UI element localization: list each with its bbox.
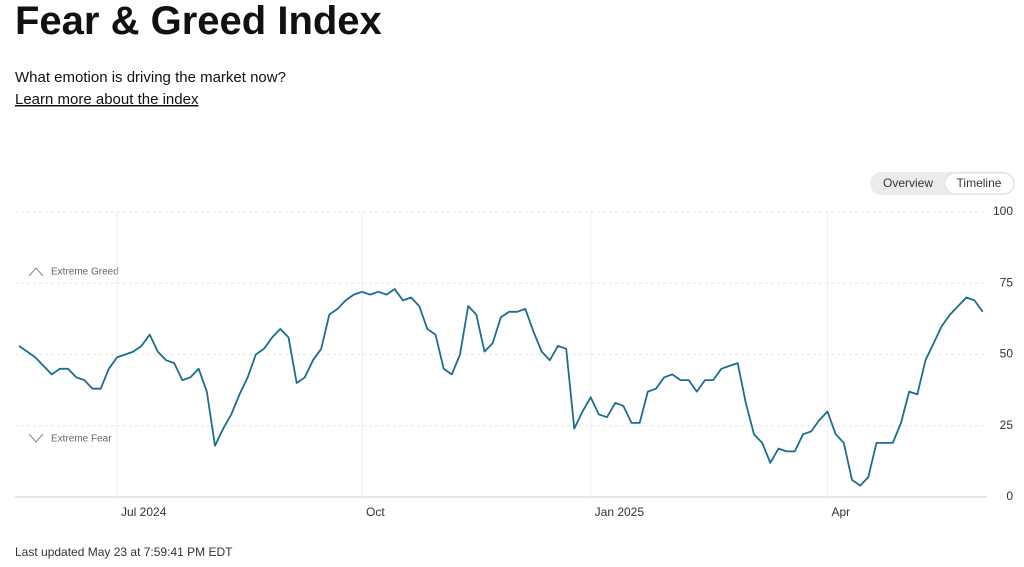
- x-tick-label: Apr: [832, 505, 851, 519]
- page-title: Fear & Greed Index: [15, 0, 382, 43]
- fear-icon: [28, 433, 44, 443]
- tab-overview[interactable]: Overview: [883, 176, 933, 190]
- y-tick-label: 75: [1000, 275, 1014, 289]
- annotation: Extreme Fear: [51, 434, 112, 445]
- annotation: Extreme Greed: [51, 267, 119, 278]
- y-tick-label: 100: [993, 204, 1013, 218]
- index-line: [18, 288, 984, 487]
- x-tick-label: Jan 2025: [595, 505, 645, 519]
- learn-more-link[interactable]: Learn more about the index: [15, 91, 199, 108]
- tab-timeline[interactable]: Timeline: [957, 176, 1002, 190]
- greed-icon: [28, 267, 44, 277]
- y-tick-label: 0: [1006, 489, 1013, 503]
- y-tick-label: 50: [1000, 347, 1014, 361]
- last-updated: Last updated May 23 at 7:59:41 PM EDT: [15, 545, 233, 559]
- tab-active-bg: [944, 172, 1015, 195]
- x-tick-label: Jul 2024: [121, 505, 167, 519]
- subtitle: What emotion is driving the market now?: [15, 69, 286, 86]
- x-tick-label: Oct: [366, 505, 385, 519]
- y-tick-label: 25: [1000, 418, 1014, 432]
